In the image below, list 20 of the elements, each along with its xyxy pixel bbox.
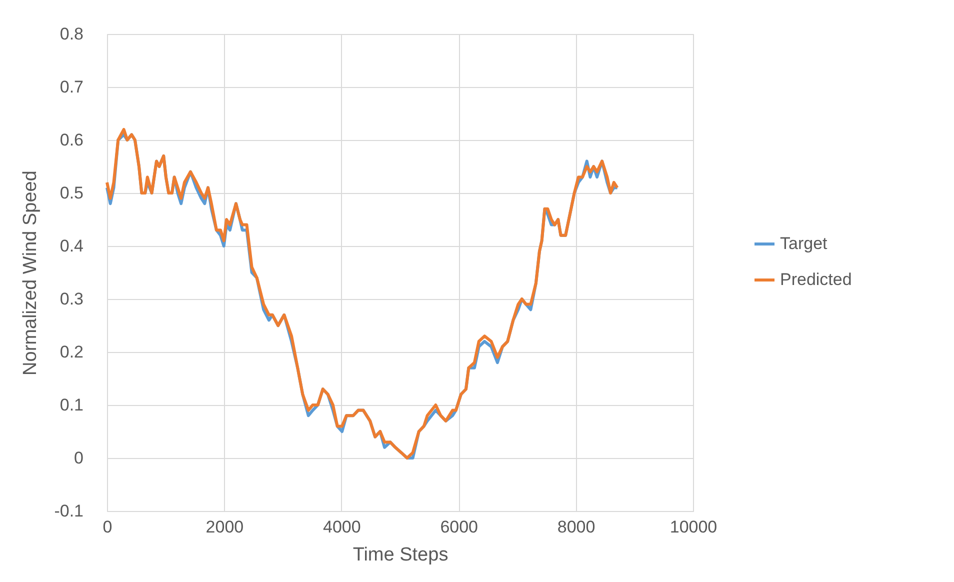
y-axis-title: Normalized Wind Speed (20, 170, 42, 376)
y-tick-label: 0.7 (60, 78, 84, 96)
legend-label: Target (780, 234, 828, 253)
y-tick-label: 0.2 (60, 342, 84, 362)
x-tick-label: 8000 (557, 518, 596, 536)
x-axis-title: Time Steps (352, 544, 448, 566)
y-tick-label: 0.3 (60, 290, 84, 308)
x-tick-label: 0 (102, 518, 112, 536)
x-tick-label: 2000 (206, 518, 244, 536)
y-tick-label: 0 (74, 448, 84, 468)
x-tick-label: 4000 (322, 518, 361, 536)
x-tick-label: 6000 (440, 518, 478, 536)
y-tick-label: 0.5 (60, 184, 84, 202)
y-tick-label: -0.1 (54, 502, 84, 520)
y-tick-label: 0.4 (60, 236, 84, 256)
legend-label: Predicted (780, 270, 852, 289)
y-tick-label: 0.1 (60, 396, 84, 414)
x-tick-label: 10000 (670, 518, 718, 536)
y-tick-label: 0.6 (60, 130, 84, 150)
y-tick-label: 0.8 (60, 24, 84, 44)
